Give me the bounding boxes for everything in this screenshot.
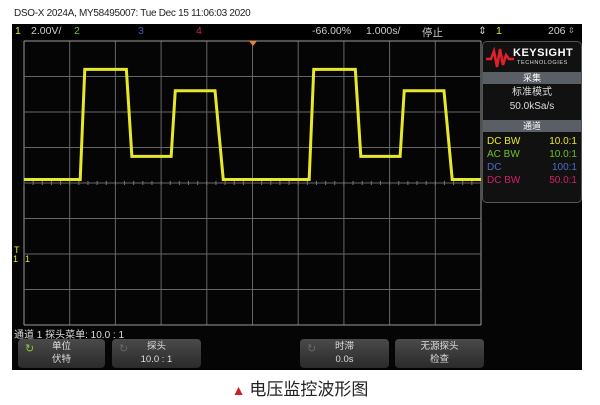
waveform-graticule: T 1 1 xyxy=(13,40,482,326)
channel-row-3[interactable]: DC 100:1 xyxy=(487,162,577,173)
trigger-level[interactable]: 206 xyxy=(548,25,566,37)
ch1-scale[interactable]: 2.00V/ xyxy=(31,25,62,37)
ch3-indicator[interactable]: 3 xyxy=(138,25,144,37)
rotate-knob-icon: ↻ xyxy=(119,343,129,355)
channel-row-2[interactable]: AC BW 10.0:1 xyxy=(487,149,577,160)
trigger-level-icon: ⇳ xyxy=(568,26,575,35)
channel-row-4[interactable]: DC BW 50.0:1 xyxy=(487,175,577,186)
softkey-passive-probe-check[interactable]: 无源探头 检查 xyxy=(395,339,484,368)
softkey-units[interactable]: ↻ 单位 伏特 xyxy=(18,339,105,368)
keysight-wave-icon xyxy=(486,47,514,68)
trigger-level-marker[interactable]: T xyxy=(14,245,20,255)
acquisition-mode: 标准模式 xyxy=(512,87,552,98)
channel-row-1[interactable]: DC BW 10.0:1 xyxy=(487,136,577,147)
figure-caption: ▲ 电压监控波形图 xyxy=(231,380,369,399)
grid-lines xyxy=(23,40,482,326)
ground-marker[interactable]: 1 xyxy=(13,254,18,264)
ground-marker-label: 1 xyxy=(25,254,30,264)
trigger-edge-icon: ⇕ xyxy=(478,25,487,37)
rotate-knob-icon: ↻ xyxy=(307,343,317,355)
info-panel: KEYSIGHT TECHNOLOGIES 采集 标准模式 50.0kSa/s 通… xyxy=(482,41,582,203)
top-status-bar: 1 2.00V/ 2 3 4 -66.00% 1.000s/ 停止 ⇕ 1 20… xyxy=(12,24,582,39)
ch4-indicator[interactable]: 4 xyxy=(196,25,202,37)
ch1-trace xyxy=(24,67,481,181)
triangle-icon: ▲ xyxy=(231,382,246,398)
trigger-position-marker[interactable] xyxy=(249,41,257,46)
window-title: DSO-X 2024A, MY58495007: Tue Dec 15 11:0… xyxy=(14,8,251,19)
rotate-knob-icon: ↻ xyxy=(25,343,35,355)
channels-header[interactable]: 通道 xyxy=(483,120,581,132)
trigger-position[interactable]: -66.00% xyxy=(312,25,352,37)
timebase[interactable]: 1.000s/ xyxy=(366,25,401,37)
ch2-indicator[interactable]: 2 xyxy=(74,25,80,37)
softkey-probe[interactable]: ↻ 探头 10.0 : 1 xyxy=(112,339,201,368)
status-line: 通道 1 探头菜单: 10.0 : 1 xyxy=(14,330,125,341)
softkey-skew[interactable]: ↻ 时滞 0.0s xyxy=(300,339,389,368)
acquisition-header[interactable]: 采集 xyxy=(483,72,581,84)
sample-rate: 50.0kSa/s xyxy=(509,101,555,112)
run-state[interactable]: 停止 xyxy=(422,27,443,39)
keysight-logo: KEYSIGHT TECHNOLOGIES xyxy=(483,42,581,72)
trigger-source[interactable]: 1 xyxy=(496,25,502,37)
scope-screen: 1 2.00V/ 2 3 4 -66.00% 1.000s/ 停止 ⇕ 1 20… xyxy=(12,24,582,370)
ch1-indicator[interactable]: 1 xyxy=(15,25,21,37)
